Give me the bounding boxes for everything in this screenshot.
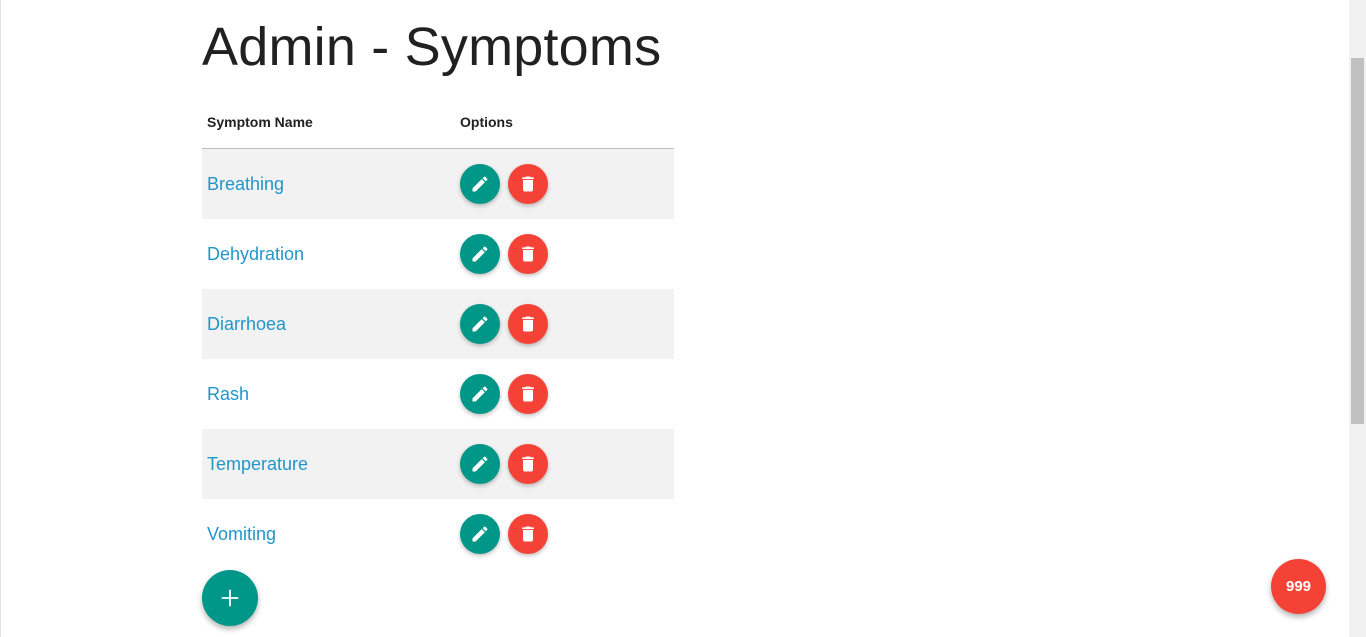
- pencil-icon: [472, 526, 488, 542]
- table-row: Dehydration: [202, 219, 674, 289]
- symptom-link[interactable]: Vomiting: [207, 523, 277, 544]
- edit-button[interactable]: [460, 164, 500, 204]
- edit-button[interactable]: [460, 304, 500, 344]
- options-cell: [455, 429, 674, 499]
- edit-button[interactable]: [460, 514, 500, 554]
- trash-icon: [522, 316, 534, 332]
- pencil-icon: [472, 316, 488, 332]
- pencil-icon: [472, 386, 488, 402]
- symptoms-table: Symptom Name Options Breathing Dehydratio…: [202, 96, 674, 569]
- options-cell: [455, 148, 674, 219]
- trash-icon: [522, 176, 534, 192]
- symptom-link[interactable]: Dehydration: [207, 243, 305, 264]
- trash-icon: [522, 386, 534, 402]
- column-header-options: Options: [455, 96, 674, 149]
- table-row: Breathing: [202, 148, 674, 219]
- delete-button[interactable]: [508, 374, 548, 414]
- page-title: Admin - Symptoms: [202, 17, 662, 77]
- symptom-name-cell: Dehydration: [202, 219, 455, 289]
- symptom-name-cell: Temperature: [202, 429, 455, 499]
- column-header-symptom-name: Symptom Name: [202, 96, 455, 149]
- symptom-link[interactable]: Temperature: [207, 453, 309, 474]
- add-symptom-button[interactable]: [202, 570, 258, 626]
- notification-badge[interactable]: 999: [1271, 559, 1326, 614]
- plus-icon: [221, 589, 239, 607]
- table-row: Diarrhoea: [202, 289, 674, 359]
- pencil-icon: [472, 456, 488, 472]
- symptom-link[interactable]: Rash: [207, 383, 250, 404]
- edit-button[interactable]: [460, 374, 500, 414]
- symptom-name-cell: Rash: [202, 359, 455, 429]
- symptom-name-cell: Breathing: [202, 148, 455, 219]
- pencil-icon: [472, 246, 488, 262]
- symptom-link[interactable]: Breathing: [207, 173, 285, 194]
- pencil-icon: [472, 176, 488, 192]
- table-row: Temperature: [202, 429, 674, 499]
- edit-button[interactable]: [460, 234, 500, 274]
- edit-button[interactable]: [460, 444, 500, 484]
- scrollbar-thumb[interactable]: [1351, 58, 1364, 424]
- symptom-link[interactable]: Diarrhoea: [207, 313, 287, 334]
- delete-button[interactable]: [508, 514, 548, 554]
- table-row: Rash: [202, 359, 674, 429]
- symptom-name-cell: Vomiting: [202, 499, 455, 569]
- delete-button[interactable]: [508, 164, 548, 204]
- table-header-row: Symptom Name Options: [202, 96, 674, 149]
- trash-icon: [522, 246, 534, 262]
- trash-icon: [522, 456, 534, 472]
- delete-button[interactable]: [508, 234, 548, 274]
- page-left-border: [0, 0, 1, 637]
- options-cell: [455, 359, 674, 429]
- options-cell: [455, 289, 674, 359]
- vertical-scrollbar[interactable]: [1349, 0, 1366, 637]
- options-cell: [455, 219, 674, 289]
- options-cell: [455, 499, 674, 569]
- table-row: Vomiting: [202, 499, 674, 569]
- delete-button[interactable]: [508, 304, 548, 344]
- delete-button[interactable]: [508, 444, 548, 484]
- trash-icon: [522, 526, 534, 542]
- symptom-name-cell: Diarrhoea: [202, 289, 455, 359]
